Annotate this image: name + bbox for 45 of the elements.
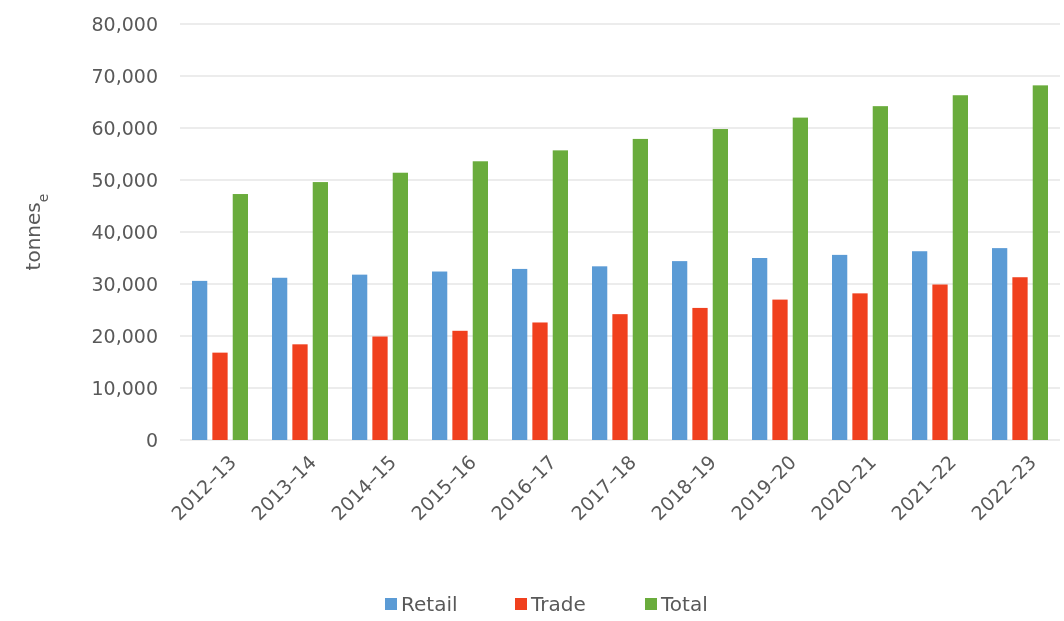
y-tick-label: 50,000 [91,168,158,191]
bar [292,344,308,440]
bar [192,280,208,440]
bar [312,182,328,440]
y-tick-label: 30,000 [91,272,158,295]
bar [452,330,468,440]
bar [532,322,548,440]
legend-label: Trade [530,592,586,616]
bar [272,277,288,440]
bar [392,172,408,440]
bar [1012,277,1028,440]
y-tick-label: 40,000 [91,220,158,243]
bar [372,336,388,440]
bar [672,261,688,440]
bar [692,307,708,440]
bar [792,117,808,440]
bar [992,248,1008,440]
bar [752,258,768,440]
bar [592,266,608,440]
bar [952,95,968,440]
bar [832,254,848,440]
y-tick-label: 0 [145,428,158,451]
y-tick-label: 60,000 [91,116,158,139]
bar [1032,85,1048,440]
bar [552,150,568,440]
bar [912,251,928,440]
legend-label: Retail [401,592,458,616]
bar [352,274,368,440]
bar [712,129,728,440]
bar [232,194,248,440]
y-tick-label: 10,000 [91,376,158,399]
bar [872,106,888,440]
bar [932,284,948,440]
bar [512,268,528,440]
bar [852,293,868,440]
bar [632,138,648,440]
bar [772,299,788,440]
y-tick-label: 80,000 [91,12,158,35]
bar [472,161,488,440]
bar [212,352,228,440]
bar [612,314,628,440]
y-tick-label: 70,000 [91,64,158,87]
bar [432,271,448,440]
legend-label: Total [660,592,708,616]
y-tick-label: 20,000 [91,324,158,347]
